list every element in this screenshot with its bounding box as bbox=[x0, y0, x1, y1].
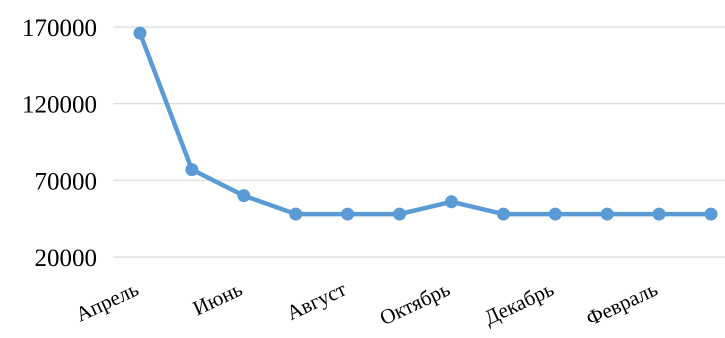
x-tick-label: Июнь bbox=[189, 277, 246, 321]
data-point bbox=[444, 195, 458, 209]
x-tick-label: Декабрь bbox=[480, 277, 557, 330]
data-point bbox=[652, 207, 666, 221]
data-point bbox=[237, 189, 251, 203]
y-tick-label: 120000 bbox=[22, 92, 97, 119]
y-tick-label: 20000 bbox=[35, 245, 98, 272]
data-point bbox=[341, 207, 355, 221]
data-point bbox=[548, 207, 562, 221]
data-point bbox=[496, 207, 510, 221]
gridlines bbox=[113, 26, 725, 258]
x-axis-tick-labels: Апрель Июнь Август Октябрь Декабрь Февраль bbox=[72, 277, 661, 331]
series-line-path bbox=[137, 30, 714, 217]
data-point bbox=[600, 207, 614, 221]
y-tick-label: 170000 bbox=[22, 15, 97, 42]
x-tick-label: Август bbox=[283, 277, 350, 325]
x-tick-label: Октябрь bbox=[376, 277, 454, 330]
y-axis-tick-labels: 170000 120000 70000 20000 bbox=[22, 15, 97, 272]
x-tick-label: Февраль bbox=[582, 277, 661, 331]
x-tick-label: Апрель bbox=[72, 277, 142, 327]
series-line bbox=[133, 26, 718, 221]
data-point bbox=[185, 163, 199, 177]
data-point bbox=[393, 207, 407, 221]
y-tick-label: 70000 bbox=[35, 168, 98, 195]
data-point bbox=[289, 207, 303, 221]
data-point bbox=[133, 26, 147, 40]
data-point bbox=[704, 207, 718, 221]
